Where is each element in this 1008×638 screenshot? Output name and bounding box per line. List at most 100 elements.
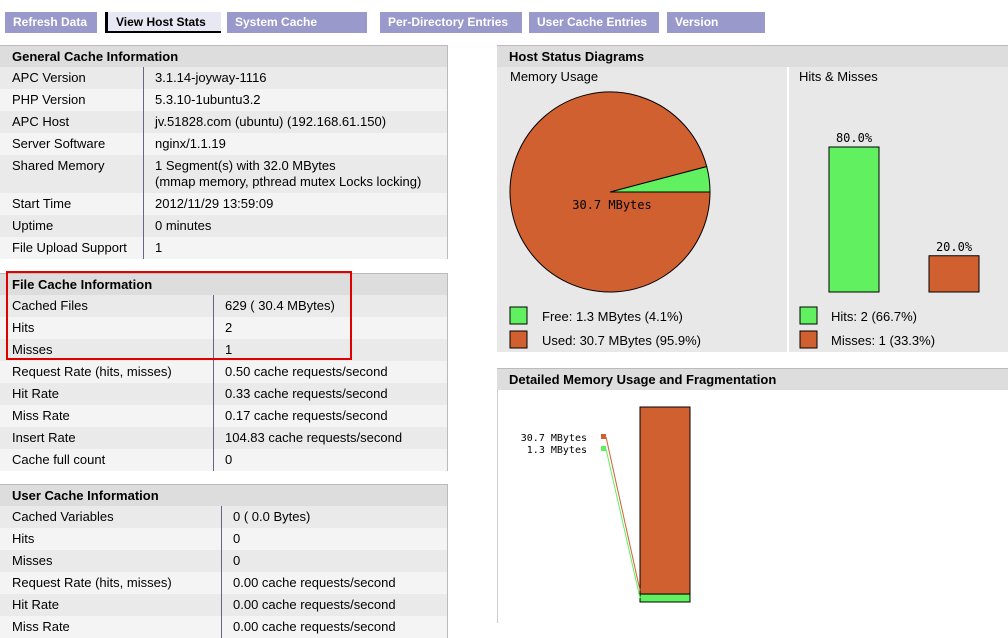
row-value: 2012/11/29 13:59:09 (155, 196, 274, 211)
fragment-label: 1.3 MBytes (527, 445, 587, 456)
nav-button[interactable]: Refresh Data (5, 12, 97, 33)
fragment-line (605, 436, 641, 591)
fragment-marker (601, 446, 606, 451)
row-bg (0, 67, 448, 89)
row-value: jv.51828.com (ubuntu) (192.168.61.150) (155, 114, 387, 129)
row-value: 0 minutes (155, 218, 212, 233)
table-border (447, 45, 448, 259)
nav-button[interactable]: View Host Stats (105, 12, 221, 33)
row-value: 1 Segment(s) with 32.0 MBytes (155, 158, 336, 173)
row-bg (0, 193, 448, 215)
pie-label: 30.7 MBytes (572, 198, 651, 212)
bar (828, 146, 880, 293)
row-label: Uptime (12, 218, 54, 233)
column-separator (143, 67, 144, 259)
nav-button[interactable]: Version Check (667, 12, 765, 50)
row-label: Shared Memory (12, 158, 105, 173)
row-value: 5.3.10-1ubuntu3.2 (155, 92, 261, 107)
legend-swatch (799, 330, 818, 349)
row-bg (0, 506, 448, 528)
row-value: 0.00 cache requests/second (233, 575, 396, 590)
row-bg (0, 427, 448, 449)
table-header: File Cache Information (0, 273, 448, 295)
row-label: Request Rate (hits, misses) (12, 575, 172, 590)
legend-label: Used: 30.7 MBytes (95.9%) (542, 333, 701, 348)
row-bg (0, 405, 448, 427)
row-bg (0, 528, 448, 550)
bar-label: 20.0% (936, 240, 973, 254)
fragment-marker (601, 434, 606, 439)
row-value: 0 (233, 531, 241, 546)
diagram-title: Memory Usage (510, 69, 599, 84)
row-value: 104.83 cache requests/second (225, 430, 403, 445)
row-bg (0, 237, 448, 259)
diagram-title: Hits & Misses (799, 69, 878, 84)
row-label: Insert Rate (12, 430, 76, 445)
row-label: Hit Rate (12, 597, 59, 612)
nav-button[interactable]: Per-Directory Entries (380, 12, 522, 33)
row-bg (0, 361, 448, 383)
table-border (447, 484, 448, 638)
row-bg (0, 339, 448, 361)
legend-swatch (509, 330, 528, 349)
row-value: 0.17 cache requests/second (225, 408, 388, 423)
highlight-box (6, 271, 352, 360)
row-value: 0.50 cache requests/second (225, 364, 388, 379)
row-value: 0 ( 0.0 Bytes) (233, 509, 311, 524)
row-bg (0, 133, 448, 155)
legend-label: Misses: 1 (33.3%) (831, 333, 936, 348)
row-value: 1 (225, 342, 233, 357)
row-bg (0, 383, 448, 405)
row-bg (0, 317, 448, 339)
row-label: Hits (12, 320, 35, 335)
panel-header: Detailed Memory Usage and Fragmentation (497, 368, 1008, 390)
nav-button[interactable]: User Cache Entries (529, 12, 659, 33)
row-label: Miss Rate (12, 408, 70, 423)
row-label: Misses (12, 553, 53, 568)
row-value: 1 (155, 240, 163, 255)
row-value: 3.1.14-joyway-1116 (155, 70, 267, 85)
row-value: 2 (225, 320, 233, 335)
page: Refresh Data View Host Stats System Cache … (0, 12, 1008, 638)
row-value: (mmap memory, pthread mutex Locks lockin… (155, 174, 422, 189)
row-bg (0, 89, 448, 111)
row-bg (0, 111, 448, 133)
row-label: Request Rate (hits, misses) (12, 364, 172, 379)
row-label: Misses (12, 342, 53, 357)
panel-bg (789, 67, 1008, 352)
row-label: Start Time (12, 196, 72, 211)
pie-slice (509, 91, 711, 293)
row-label: PHP Version (12, 92, 86, 107)
row-label: Hit Rate (12, 386, 59, 401)
legend-swatch (509, 306, 528, 325)
row-bg (0, 594, 448, 616)
row-bg (0, 215, 448, 237)
row-label: APC Host (12, 114, 70, 129)
row-label: Cached Variables (12, 509, 114, 524)
row-value: nginx/1.1.19 (155, 136, 226, 151)
fragment-bar (639, 406, 691, 595)
fragment-line (605, 448, 641, 599)
fragment-bar (639, 593, 691, 603)
legend-swatch (799, 306, 818, 325)
nav-button[interactable]: System Cache Entries (227, 12, 367, 50)
row-value: 0 (233, 553, 241, 568)
legend-label: Free: 1.3 MBytes (4.1%) (542, 309, 683, 324)
row-bg (0, 295, 448, 317)
bar (928, 255, 980, 293)
row-label: Cache full count (12, 452, 106, 467)
row-label: Cached Files (12, 298, 88, 313)
row-bg (0, 449, 448, 471)
row-label: File Upload Support (12, 240, 127, 255)
row-bg (0, 550, 448, 572)
row-value: 0.33 cache requests/second (225, 386, 388, 401)
column-separator (213, 295, 214, 471)
panel-header: Host Status Diagrams (497, 45, 1008, 67)
row-value: 0.00 cache requests/second (233, 597, 396, 612)
table-header: User Cache Information (0, 484, 448, 506)
row-bg (0, 572, 448, 594)
row-label: APC Version (12, 70, 86, 85)
row-value: 0 (225, 452, 233, 467)
column-separator (221, 506, 222, 638)
